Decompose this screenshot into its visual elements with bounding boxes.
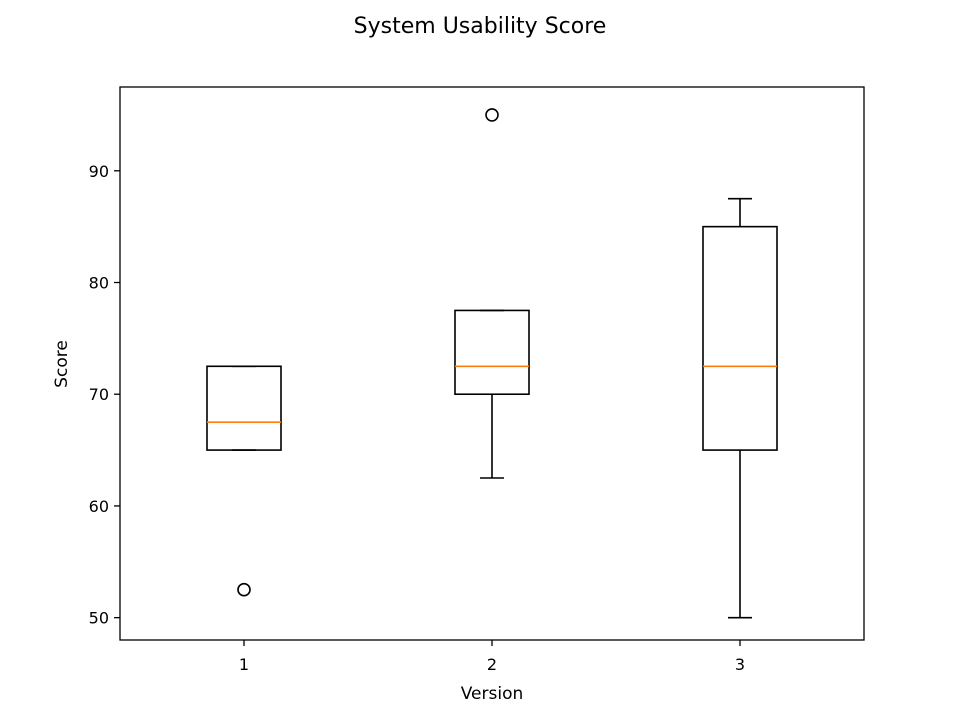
y-tick-label: 70: [89, 385, 109, 404]
iqr-box: [206, 365, 282, 451]
outlier-point: [485, 108, 499, 122]
plot-frame: [119, 86, 865, 641]
y-tick-label: 90: [89, 162, 109, 181]
y-tick-label: 80: [89, 274, 109, 293]
box-group: [702, 197, 778, 619]
box-group: [454, 108, 530, 479]
x-tick-label: 2: [487, 655, 497, 674]
iqr-box: [454, 309, 530, 396]
outlier-point: [237, 582, 251, 597]
x-axis: 1 2 3: [239, 640, 745, 674]
chart-title: System Usability Score: [354, 14, 607, 39]
y-tick-label: 50: [89, 609, 109, 628]
x-axis-label: Version: [461, 684, 524, 704]
x-tick-label: 3: [735, 655, 745, 674]
y-axis: 50 60 70 80 90: [89, 162, 120, 628]
iqr-box: [702, 225, 778, 451]
boxes: [206, 108, 778, 619]
box-group: [206, 365, 282, 597]
y-axis-label: Score: [52, 340, 72, 388]
x-tick-label: 1: [239, 655, 249, 674]
y-tick-label: 60: [89, 497, 109, 516]
